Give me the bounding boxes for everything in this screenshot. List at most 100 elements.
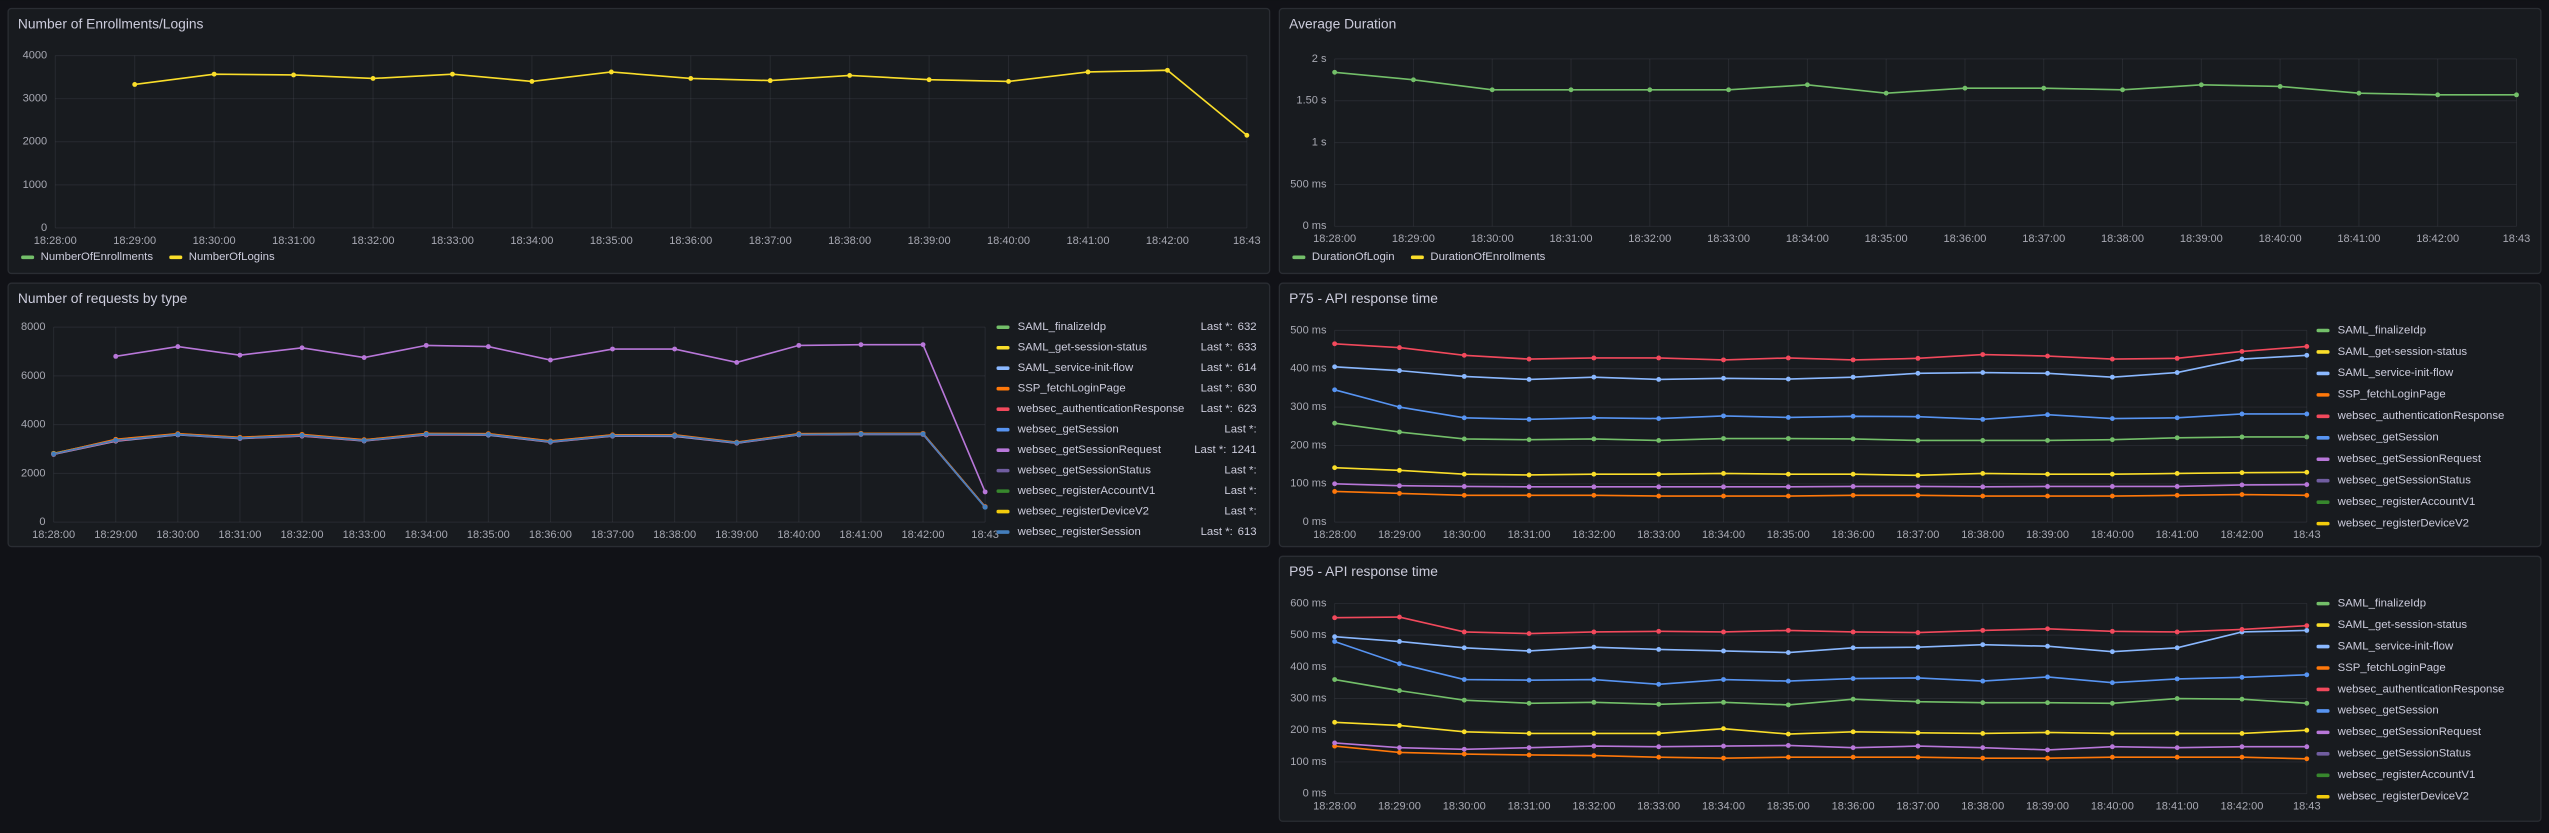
data-point (2239, 349, 2245, 354)
legend-last-label: Last *: (1224, 424, 1256, 436)
y-tick-label: 500 ms (1290, 178, 1327, 190)
data-point (2239, 627, 2245, 632)
data-point (1461, 677, 1467, 682)
x-tick-label: 18:35:00 (1767, 529, 1810, 541)
data-point (2304, 482, 2310, 488)
data-point (1785, 743, 1791, 748)
legend-label: websec_authenticationResponse (2337, 410, 2505, 422)
legend-label: SSP_fetchLoginPage (2338, 662, 2446, 674)
data-point (1656, 681, 1662, 687)
data-point (2174, 745, 2180, 751)
data-point (1526, 472, 1532, 478)
data-point (1980, 745, 1986, 751)
data-point (1526, 700, 1532, 706)
series-line (1334, 640, 2307, 686)
data-point (2109, 356, 2115, 362)
data-point (361, 438, 367, 443)
x-tick-label: 18:41:00 (2337, 233, 2380, 245)
data-point (1850, 676, 1856, 682)
x-tick-label: 18:41:00 (2156, 529, 2199, 541)
data-point (2109, 493, 2115, 499)
data-point (1656, 416, 1662, 422)
x-tick-label: 18:42:00 (902, 529, 945, 541)
y-tick-label: 0 ms (1303, 220, 1327, 232)
data-point (858, 342, 864, 348)
x-tick-label: 18:33:00 (1637, 801, 1680, 813)
panel-title: Average Duration (1289, 15, 1396, 31)
x-tick-label: 18:41:00 (2156, 801, 2199, 813)
data-point (1980, 493, 1986, 499)
x-tick-label: 18:42:00 (2416, 233, 2459, 245)
data-point (2239, 411, 2245, 417)
data-point (2045, 471, 2050, 477)
y-tick-label: 1.50 s (1296, 95, 1327, 107)
x-tick-label: 18:35:00 (590, 235, 633, 247)
legend-label: SAML_get-session-status (2338, 346, 2468, 358)
x-tick-label: 18:34:00 (405, 529, 448, 541)
x-tick-label: 18:43 (2293, 529, 2321, 541)
data-point (291, 72, 297, 78)
legend-label: websec_getSessionRequest (2337, 453, 2482, 465)
data-point (2109, 700, 2115, 706)
data-point (1915, 472, 1921, 478)
data-point (2304, 744, 2310, 750)
data-point (2041, 85, 2047, 91)
data-point (1526, 416, 1532, 422)
data-point (610, 346, 615, 352)
data-point (2174, 355, 2180, 361)
data-point (1656, 438, 1662, 443)
data-point (1332, 677, 1338, 682)
data-point (51, 451, 57, 457)
data-point (1721, 413, 1726, 419)
data-point (299, 345, 305, 351)
data-point (1785, 731, 1791, 737)
data-point (1332, 615, 1338, 621)
data-point (1461, 373, 1467, 379)
x-tick-label: 18:28:00 (32, 529, 75, 541)
data-point (1461, 697, 1467, 703)
data-point (485, 431, 491, 437)
legend-last-label: Last *: (1201, 526, 1233, 538)
legend-last-label: Last *: (1224, 505, 1256, 517)
legend-swatch (2316, 457, 2330, 462)
data-point (1721, 436, 1726, 441)
series-line (1334, 678, 2307, 706)
data-point (1721, 629, 1726, 635)
data-point (2356, 90, 2362, 96)
data-point (1591, 355, 1597, 361)
legend-last-value: 614 (1238, 362, 1257, 374)
legend-swatch (169, 255, 183, 260)
data-point (2174, 370, 2180, 375)
legend-label: websec_registerAccountV1 (2337, 496, 2476, 508)
data-point (1397, 723, 1402, 728)
x-tick-label: 18:39:00 (715, 529, 758, 541)
data-point (2304, 492, 2310, 498)
data-point (2174, 696, 2180, 701)
data-point (1397, 745, 1402, 751)
legend-last-label: Last *: (1224, 485, 1256, 497)
data-point (920, 342, 926, 348)
data-point (1332, 634, 1338, 640)
legend-swatch (2316, 773, 2330, 778)
data-point (1568, 87, 1574, 93)
legend-label: SAML_get-session-status (1018, 342, 1148, 354)
data-point (2045, 747, 2050, 753)
data-point (1785, 436, 1791, 441)
x-tick-label: 18:32:00 (1572, 801, 1615, 813)
x-tick-label: 18:35:00 (1865, 233, 1908, 245)
x-tick-label: 18:30:00 (1443, 801, 1486, 813)
legend-swatch (2316, 687, 2330, 692)
legend-swatch (2316, 752, 2330, 756)
data-point (1461, 729, 1467, 735)
data-point (423, 431, 429, 437)
data-point (1526, 752, 1532, 758)
data-point (2109, 416, 2115, 422)
y-tick-label: 0 (41, 222, 47, 234)
data-point (1850, 696, 1856, 702)
data-point (1461, 484, 1467, 489)
y-tick-label: 6000 (21, 370, 46, 382)
data-point (1980, 438, 1986, 443)
data-point (1164, 67, 1170, 73)
data-point (1915, 754, 1921, 760)
data-point (2174, 754, 2180, 760)
